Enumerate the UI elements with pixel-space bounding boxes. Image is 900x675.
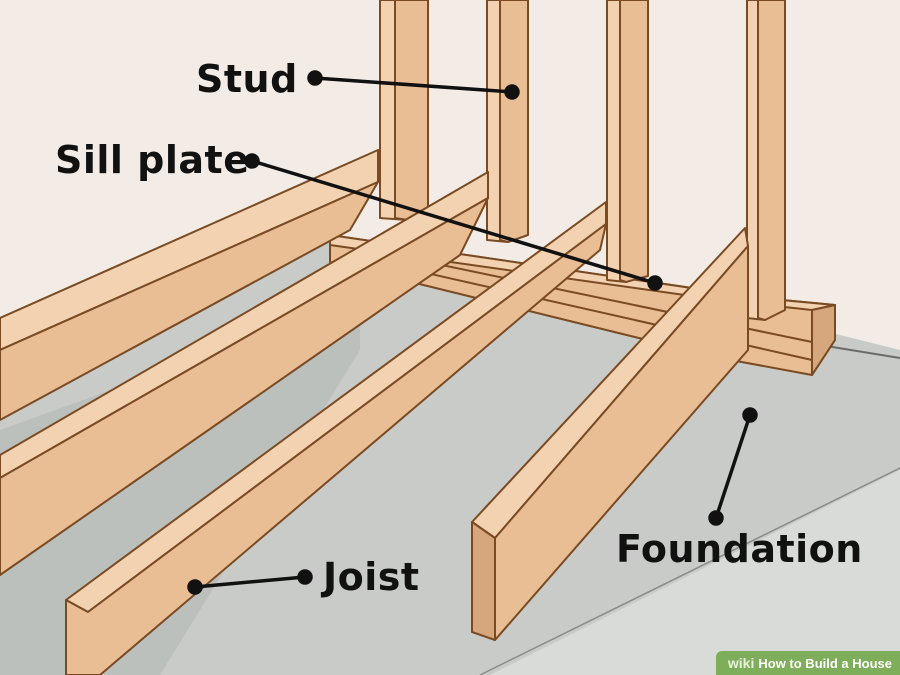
joist-1 bbox=[0, 149, 379, 421]
studs bbox=[379, 0, 786, 321]
stud-2 bbox=[486, 0, 529, 243]
foundation-front-edge bbox=[490, 470, 900, 675]
leader-lines bbox=[187, 70, 758, 595]
joist-4 bbox=[471, 227, 749, 641]
watermark: wiki How to Build a House bbox=[715, 651, 900, 675]
joist-2 bbox=[0, 171, 489, 576]
watermark-title: How to Build a House bbox=[758, 655, 892, 671]
stud-1 bbox=[379, 0, 429, 221]
watermark-brand: wiki bbox=[727, 655, 755, 671]
joist-3 bbox=[65, 201, 607, 675]
stud-4 bbox=[746, 0, 786, 321]
joists bbox=[0, 149, 749, 675]
foundation-label: Foundation bbox=[616, 527, 863, 571]
stud-label: Stud bbox=[196, 57, 298, 101]
stud-3 bbox=[606, 0, 649, 283]
joist-label: Joist bbox=[323, 555, 420, 599]
sill-plate-label: Sill plate bbox=[55, 138, 250, 182]
